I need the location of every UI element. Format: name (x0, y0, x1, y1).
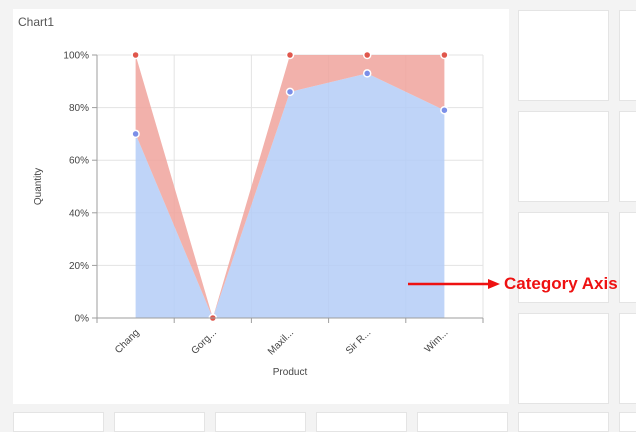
background-tile (114, 412, 205, 432)
y-tick-label: 60% (69, 156, 89, 167)
background-tile (619, 313, 636, 404)
x-tick-label: Sir R... (344, 327, 373, 356)
background-tile (215, 412, 306, 432)
y-tick-label: 80% (69, 103, 89, 114)
x-tick-label: Gorg... (190, 327, 219, 356)
area-chart: 0% 20% 40% 60% 80% 100% Chang Gorg... Maxil... Si… (33, 50, 484, 378)
y-tick-label: 0% (75, 314, 90, 325)
y-tick-label: 20% (69, 261, 89, 272)
data-point (362, 69, 372, 78)
y-axis-title: Quantity (33, 168, 44, 205)
background-tile (518, 212, 609, 303)
background-tile (518, 111, 609, 202)
data-point (285, 50, 295, 60)
background-tile (13, 412, 104, 432)
y-tick-label: 100% (63, 51, 89, 62)
data-point (285, 87, 295, 97)
chart-title: Chart1 (18, 15, 55, 29)
data-point (131, 50, 140, 60)
x-tick-label: Maxil... (266, 327, 296, 357)
background-tile (518, 412, 609, 432)
data-point (131, 129, 140, 139)
area-series (135, 55, 445, 318)
data-point (362, 50, 372, 60)
data-point (440, 50, 449, 60)
chart-card: Chart1 0% 20% 40% 60% 80% 100% Chang Gorg... Max… (13, 9, 509, 404)
background-tile (619, 10, 636, 101)
background-tile (619, 212, 636, 303)
background-tile (518, 313, 609, 404)
background-tile (316, 412, 407, 432)
x-tick-label: Chang (113, 327, 142, 356)
category-axis-annotation: Category Axis (504, 274, 618, 293)
background-tile (417, 412, 508, 432)
y-tick-label: 40% (69, 208, 89, 219)
data-point (440, 105, 449, 115)
area-series (135, 73, 445, 318)
background-tile (619, 111, 636, 202)
background-tile (619, 412, 636, 432)
background-tile (518, 10, 609, 101)
x-axis-title: Product (273, 367, 308, 378)
x-tick-label: Wim... (423, 327, 451, 355)
